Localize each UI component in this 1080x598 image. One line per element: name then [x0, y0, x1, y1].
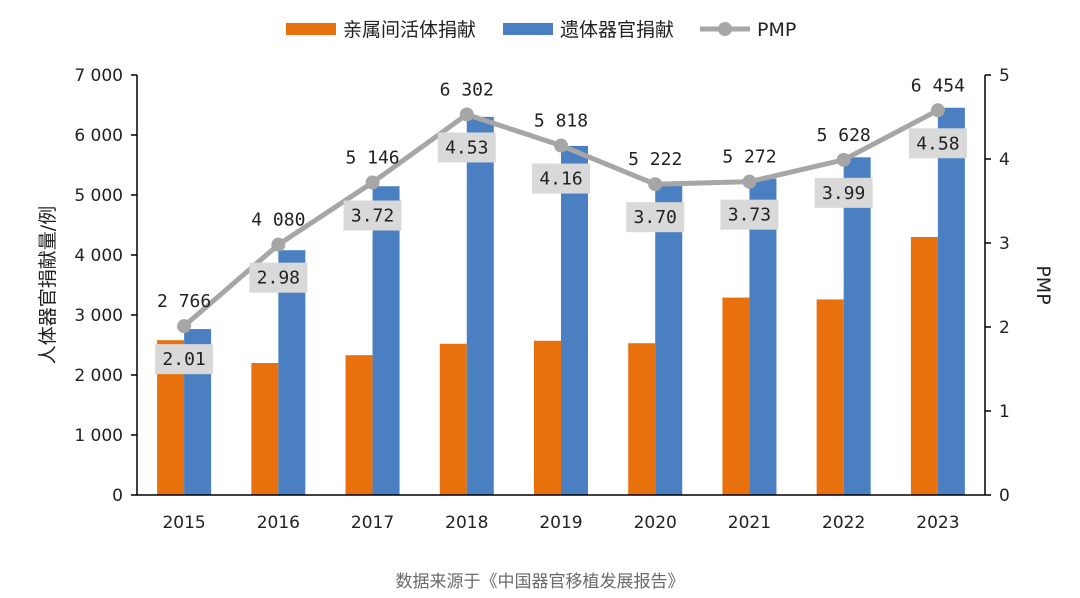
right-y-axis: 0 1 2 3 4 5 [984, 66, 1010, 506]
x-tick-label: 2021 [728, 513, 771, 533]
y2-axis-title: PMP [1032, 265, 1054, 304]
left-tick-label: 0 [112, 486, 123, 506]
pmp-value-label: 3.99 [822, 183, 865, 204]
legend-label-living: 亲属间活体捐献 [343, 19, 476, 41]
y-axis-title: 人体器官捐献量/例 [37, 206, 59, 364]
pmp-point-2018 [459, 107, 474, 122]
right-tick-label: 0 [999, 486, 1010, 506]
pmp-label-box [814, 177, 873, 208]
bar-living-2019 [534, 340, 561, 495]
x-axis: 2015 2016 2017 2018 2019 2020 2021 2022 2023 [137, 494, 985, 533]
pmp-point-2017 [365, 175, 380, 190]
bar-living-2022 [816, 299, 844, 495]
pmp-label-box [155, 344, 214, 375]
value-labels: 2 766 2.01 4 080 2.98 5 146 3.72 6 302 4.53 5 81… [155, 75, 967, 375]
bar-deceased-2017 [372, 186, 400, 496]
pmp-point-2021 [742, 174, 757, 189]
pmp-value-label: 3.73 [728, 205, 771, 226]
pmp-point-2023 [930, 103, 945, 118]
pmp-label-box [249, 262, 308, 293]
deceased-value-label: 5 272 [722, 147, 776, 168]
right-tick-label: 1 [999, 402, 1010, 422]
bar-deceased-2023 [937, 107, 965, 495]
bar-living-2016 [251, 363, 279, 495]
pmp-label-box [626, 202, 685, 233]
pmp-value-label: 2.01 [162, 349, 205, 370]
left-y-axis: 0 1 000 2 000 3 000 4 000 5 000 6 000 7 000 [74, 66, 138, 506]
deceased-value-label: 5 222 [628, 149, 682, 170]
pmp-point-2020 [648, 177, 663, 192]
legend-marker-pmp [718, 22, 732, 36]
bar-deceased-2019 [561, 145, 588, 496]
bar-living-2017 [345, 355, 373, 495]
pmp-point-2015 [177, 319, 192, 334]
pmp-label-box [437, 132, 496, 163]
x-tick-label: 2023 [916, 513, 959, 533]
bar-living-2020 [628, 343, 656, 495]
pmp-line-series [177, 103, 945, 334]
left-tick-label: 3 000 [74, 306, 123, 326]
pmp-value-label: 4.58 [916, 133, 959, 154]
pmp-value-label: 4.53 [445, 137, 488, 158]
bar-living-2018 [439, 343, 467, 495]
right-tick-label: 2 [999, 318, 1010, 338]
right-tick-label: 3 [999, 234, 1010, 254]
left-tick-label: 4 000 [74, 246, 123, 266]
x-tick-label: 2016 [257, 513, 300, 533]
bar-deceased-2020 [655, 181, 683, 495]
deceased-value-label: 2 766 [157, 291, 211, 312]
legend-swatch-living [286, 23, 336, 35]
deceased-value-label: 6 454 [911, 75, 965, 96]
x-tick-label: 2020 [634, 513, 677, 533]
left-tick-label: 7 000 [74, 66, 123, 86]
bar-deceased-2018 [466, 116, 494, 495]
bar-living-2021 [722, 297, 750, 495]
pmp-value-label: 3.72 [351, 206, 394, 227]
legend-label-deceased: 遗体器官捐献 [560, 19, 674, 41]
bar-deceased-2021 [749, 178, 777, 495]
x-tick-label: 2015 [162, 513, 205, 533]
deceased-value-label: 5 146 [345, 148, 399, 169]
pmp-label-box [908, 128, 967, 159]
pmp-value-label: 3.70 [634, 207, 677, 228]
legend-label-pmp: PMP [757, 19, 796, 41]
x-tick-label: 2018 [445, 513, 488, 533]
left-tick-label: 1 000 [74, 426, 123, 446]
x-tick-label: 2022 [822, 513, 865, 533]
left-tick-label: 2 000 [74, 366, 123, 386]
pmp-value-label: 4.16 [539, 169, 582, 190]
legend: 亲属间活体捐献 遗体器官捐献 PMP [286, 19, 796, 41]
deceased-value-label: 5 628 [817, 125, 871, 146]
pmp-value-label: 2.98 [257, 268, 300, 289]
deceased-value-label: 5 818 [534, 111, 588, 132]
bars [157, 107, 965, 496]
pmp-label-box [343, 200, 402, 231]
x-tick-label: 2019 [539, 513, 582, 533]
pmp-label-box [532, 163, 590, 194]
bar-living-2023 [910, 237, 938, 495]
pmp-label-box [720, 199, 779, 230]
pmp-point-2016 [271, 237, 286, 252]
pmp-point-2019 [554, 138, 568, 153]
x-tick-label: 2017 [351, 513, 394, 533]
left-tick-label: 5 000 [74, 186, 123, 206]
right-tick-label: 4 [999, 150, 1010, 170]
pmp-point-2022 [836, 152, 851, 167]
bar-deceased-2022 [843, 157, 871, 495]
deceased-value-label: 4 080 [251, 210, 305, 231]
source-note: 数据来源于《中国器官移植发展报告》 [395, 572, 685, 592]
legend-swatch-deceased [503, 23, 553, 35]
deceased-value-label: 6 302 [440, 79, 494, 100]
right-tick-label: 5 [999, 66, 1010, 86]
left-tick-label: 6 000 [74, 126, 123, 146]
